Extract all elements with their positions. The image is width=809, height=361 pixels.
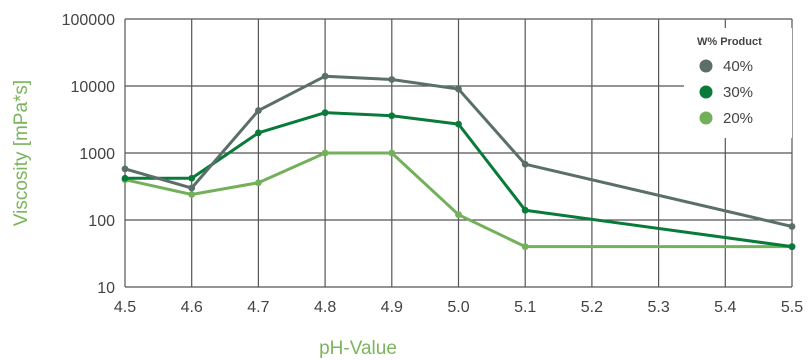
data-point-40pct [455,85,462,93]
series-line-20pct [124,151,792,249]
data-point-20pct [521,243,529,251]
data-point-30pct [788,243,796,251]
x-tick-label: 5.3 [647,299,669,316]
grid-lines [124,18,793,288]
x-tick-label: 4.5 [114,299,136,316]
data-point-40pct [321,72,329,80]
y-tick-labels: 100000 10000 1000 100 10 [62,12,115,297]
data-point-30pct [188,174,196,182]
x-tick-label: 5.2 [581,299,603,316]
legend-marker [699,111,713,125]
data-point-30pct [121,174,129,182]
x-tick-labels: 4.5 4.6 4.7 4.8 4.9 5.0 5.1 5.2 5.3 5.4 5.5 [114,299,803,316]
data-point-20pct [455,211,462,219]
series-line-40pct [124,74,793,228]
legend-label: 40% [723,58,753,75]
x-tick-label: 4.9 [381,299,403,316]
legend-marker [699,59,713,73]
legend-label: 20% [723,110,753,127]
legend-label: 30% [723,84,753,101]
y-tick-label: 100000 [62,12,115,29]
data-point-20pct [188,191,196,198]
data-point-40pct [388,76,396,83]
x-tick-label: 5.1 [514,299,536,316]
legend: 40% 30% 20% [699,58,753,127]
data-point-40pct [521,160,529,168]
series-line-30pct [125,111,793,249]
data-point-30pct [321,109,329,117]
legend-marker [699,85,713,99]
y-tick-label: 1000 [79,146,115,163]
y-axis-title: Viscosity [mPa*s] [11,80,32,226]
data-point-30pct [521,206,529,214]
data-point-20pct [388,149,396,157]
y-tick-label: 10000 [71,79,116,96]
data-point-40pct [255,107,262,114]
y-tick-label: 10 [97,280,115,297]
data-point-20pct [255,179,262,187]
data-point-30pct [388,112,396,120]
x-tick-label: 5.0 [447,299,469,316]
series-lines [121,72,796,251]
data-point-20pct [321,149,329,157]
x-tick-label: 4.8 [314,299,336,316]
data-point-40pct [788,223,796,230]
x-tick-label: 4.7 [247,299,269,316]
x-tick-label: 4.6 [181,299,203,316]
y-tick-label: 100 [88,213,115,230]
data-point-30pct [455,120,462,128]
data-point-40pct [121,165,129,173]
x-tick-label: 5.4 [714,299,736,316]
legend-title: W% Product [697,36,762,48]
x-tick-label: 5.5 [781,299,803,316]
data-point-40pct [188,184,196,192]
data-point-30pct [255,129,262,137]
x-axis-title: pH-Value [319,338,397,359]
